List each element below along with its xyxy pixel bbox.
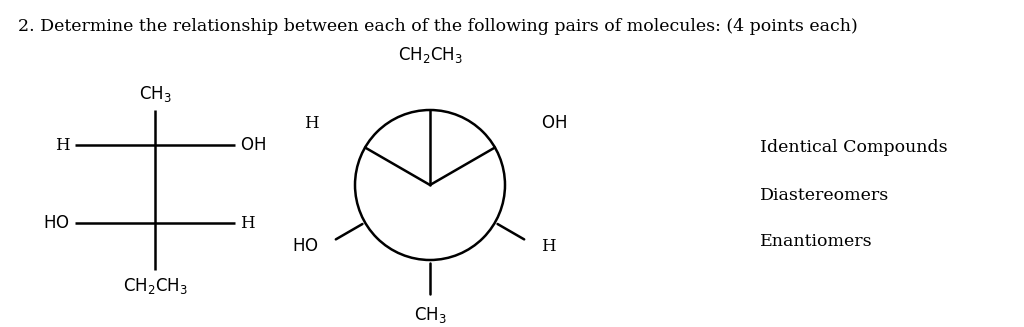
Text: $\mathrm{CH_3}$: $\mathrm{CH_3}$ [138, 84, 171, 104]
Text: Enantiomers: Enantiomers [760, 233, 872, 250]
Text: $\mathrm{HO}$: $\mathrm{HO}$ [292, 238, 318, 255]
Text: H: H [304, 115, 318, 132]
Text: $\mathrm{OH}$: $\mathrm{OH}$ [240, 136, 266, 153]
Text: $\mathrm{OH}$: $\mathrm{OH}$ [541, 115, 567, 132]
Text: Identical Compounds: Identical Compounds [760, 140, 947, 157]
Text: H: H [541, 238, 556, 255]
Text: $\mathrm{CH_3}$: $\mathrm{CH_3}$ [414, 305, 446, 325]
Text: H: H [55, 136, 70, 153]
Text: $\mathrm{HO}$: $\mathrm{HO}$ [43, 215, 70, 232]
Text: 2. Determine the relationship between each of the following pairs of molecules: : 2. Determine the relationship between ea… [18, 18, 858, 35]
Text: Diastereomers: Diastereomers [760, 186, 889, 203]
Text: $\mathrm{CH_2CH_3}$: $\mathrm{CH_2CH_3}$ [397, 45, 463, 65]
Text: H: H [240, 215, 255, 232]
Text: $\mathrm{CH_2CH_3}$: $\mathrm{CH_2CH_3}$ [123, 276, 187, 296]
